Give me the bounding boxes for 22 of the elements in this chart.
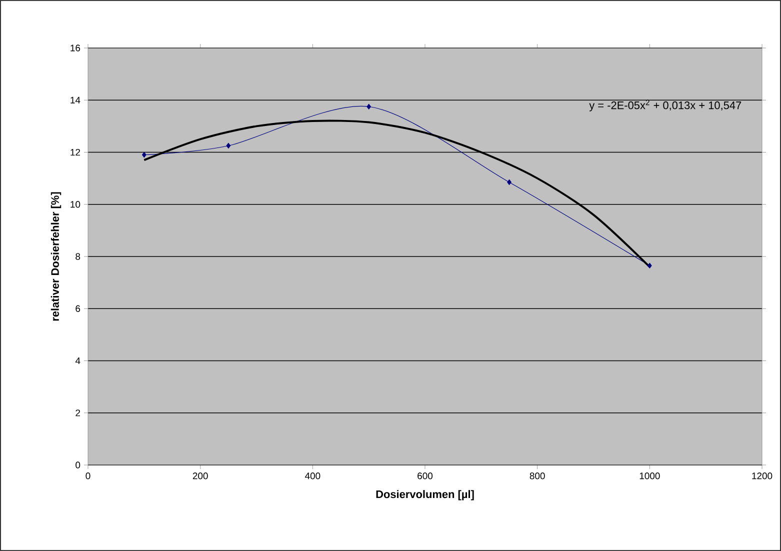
y-tick-label: 10 — [70, 201, 80, 208]
x-tick-label: 400 — [304, 472, 320, 480]
y-tick-label: 8 — [76, 253, 80, 260]
x-tick-label: 1200 — [752, 472, 772, 480]
y-axis-title: relativer Dosierfehler [%] — [50, 192, 62, 321]
y-tick-label: 16 — [70, 44, 80, 52]
y-tick-label: 14 — [70, 96, 80, 104]
y-tick-label: 12 — [70, 148, 80, 156]
x-axis-title: Dosiervolumen [µl] — [376, 490, 474, 500]
y-tick-label: 6 — [76, 305, 80, 312]
point — [226, 142, 231, 149]
y-tick-label: 0 — [76, 462, 80, 468]
point — [366, 104, 372, 110]
y-tick-label: 4 — [75, 357, 80, 364]
x-tick-label: 1000 — [640, 472, 660, 480]
x-tick-label: 600 — [418, 472, 433, 480]
point — [648, 262, 652, 268]
y-tick-label: 2 — [76, 410, 80, 416]
x-tick-label: 200 — [192, 472, 208, 480]
point — [142, 152, 146, 158]
x-tick-label: 0 — [86, 472, 90, 480]
x-tick-label: 800 — [530, 472, 545, 480]
